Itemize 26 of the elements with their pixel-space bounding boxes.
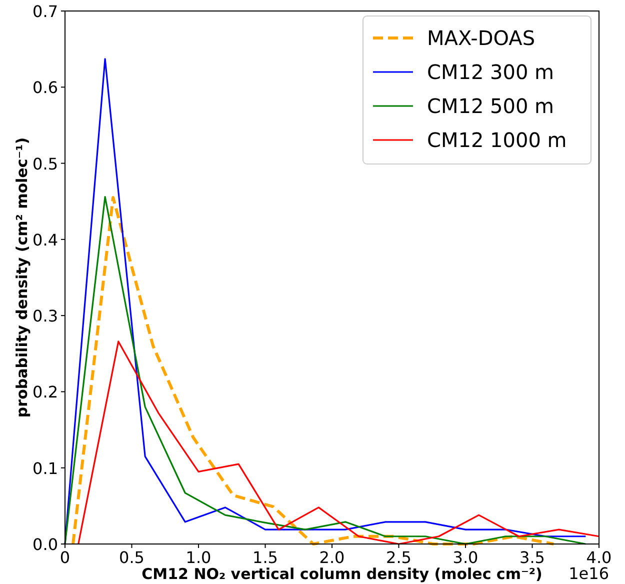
legend-label: CM12 1000 m xyxy=(427,128,567,152)
y-tick-label: 0.3 xyxy=(32,306,58,326)
text: 1e16 xyxy=(568,564,609,583)
y-tick-label: 0.6 xyxy=(32,78,58,98)
x-axis-title: CM12 NO₂ vertical column density (molec cm⁻²) xyxy=(142,565,542,583)
x-tick-label: 3.5 xyxy=(520,548,545,567)
x-tick-label: 2.5 xyxy=(386,548,412,567)
legend-label: CM12 500 m xyxy=(427,94,554,118)
x-tick-label: 1.0 xyxy=(186,548,212,567)
legend-label: CM12 300 m xyxy=(427,60,554,84)
y-tick-label: 0.7 xyxy=(32,2,58,21)
line-series xyxy=(64,58,586,545)
legend-label: MAX-DOAS xyxy=(427,26,536,50)
y-tick-label: 0.4 xyxy=(32,230,58,250)
line-series xyxy=(78,340,600,545)
x-tick-label: 4.0 xyxy=(586,548,612,567)
y-axis-title: probability density (cm² molec⁻¹) xyxy=(13,137,31,418)
x-tick-label: 1.5 xyxy=(252,548,278,567)
y-tick-label: 0.1 xyxy=(32,458,58,478)
y-tick-label: 0.0 xyxy=(32,535,58,554)
x-tick-label: 3.0 xyxy=(452,548,478,567)
y-tick-label: 0.5 xyxy=(32,154,58,174)
x-tick-label: 2.0 xyxy=(319,548,345,567)
y-tick-label: 0.2 xyxy=(32,382,58,402)
x-tick-label: 0 xyxy=(60,548,70,567)
x-tick-label: 0.5 xyxy=(119,548,144,567)
